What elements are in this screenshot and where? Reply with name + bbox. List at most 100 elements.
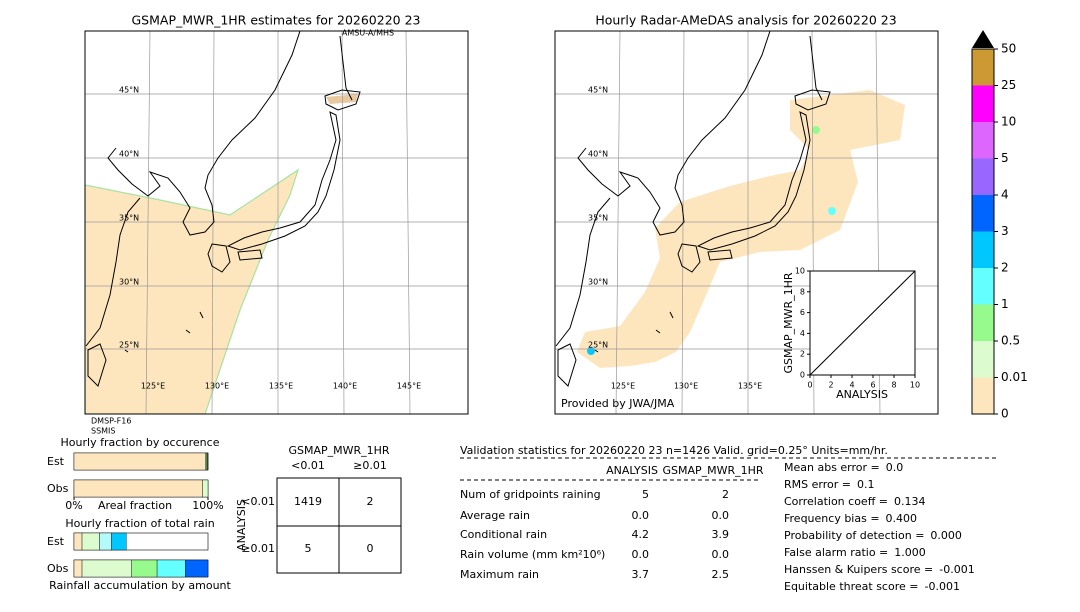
colorbar-extend: [972, 30, 994, 48]
chart-title: Hourly fraction by occurence: [61, 436, 220, 449]
row-label: Average rain: [460, 509, 530, 522]
score-label: RMS error =: [784, 478, 851, 491]
bar-segment: [185, 559, 209, 578]
rain-area: [85, 168, 300, 414]
rain-cell: [812, 126, 820, 134]
lon-label: 135°E: [738, 382, 762, 391]
table-cell: 0: [367, 542, 374, 555]
map-frame: [554, 30, 939, 415]
table-cell: 0.0: [632, 509, 650, 522]
x-tick-label: 10: [910, 381, 920, 390]
colorbar-segment: [972, 304, 994, 341]
bar-segment: [73, 559, 83, 578]
lon-label: 135°E: [269, 382, 293, 391]
bar-segment: [81, 532, 100, 551]
colorbar-segment: [972, 377, 994, 414]
colorbar-segment: [972, 268, 994, 305]
lat-label: 30°N: [119, 278, 139, 287]
lon-label: 145°E: [397, 382, 421, 391]
table-cell: 2: [722, 488, 729, 501]
map-title: GSMAP_MWR_1HR estimates for 20260220 23: [132, 13, 421, 28]
bar-segment: [202, 479, 209, 498]
bar-segment: [73, 452, 206, 471]
right-map: [555, 31, 938, 414]
column-label: ANALYSIS: [606, 464, 658, 477]
score-label: Frequency bias =: [784, 512, 880, 525]
score: RMS error = 0.1: [784, 478, 874, 491]
row-label: Maximum rain: [460, 568, 539, 581]
x-tick-label: 100%: [192, 499, 223, 512]
colorbar-label: 3: [1001, 224, 1009, 238]
score: Probability of detection = 0.000: [784, 529, 962, 542]
y-tick-label: 4: [800, 329, 805, 338]
y-tick-label: 6: [800, 308, 805, 317]
table-cell: 0.0: [712, 509, 730, 522]
bar-segment: [156, 559, 186, 578]
table-cell: 4.2: [632, 528, 650, 541]
table-title: GSMAP_MWR_1HR: [288, 444, 389, 457]
row-label: Obs: [47, 562, 69, 575]
table-cell: 5: [305, 542, 312, 555]
colorbar-label: 4: [1001, 188, 1009, 202]
map-frame: [84, 30, 469, 415]
rain-cell: [828, 207, 836, 215]
table-cell: 0.0: [632, 548, 650, 561]
table-cell: 3.9: [712, 528, 730, 541]
map-title: Hourly Radar-AMeDAS analysis for 2026022…: [595, 13, 896, 28]
bar-segment: [73, 479, 203, 498]
colorbar-segment: [972, 122, 994, 159]
bar-segment: [205, 452, 207, 471]
row-label: Est: [47, 455, 65, 468]
colorbar-segment: [972, 49, 994, 86]
row-label: Conditional rain: [460, 528, 547, 541]
score-value: 0.134: [894, 495, 926, 508]
score-value: 1.000: [894, 546, 926, 559]
lat-label: 40°N: [119, 150, 139, 159]
score: Equitable threat score = -0.001: [784, 580, 960, 593]
colorbar-label: 2: [1001, 261, 1009, 275]
lat-label: 35°N: [119, 214, 139, 223]
sensor-label: AMSU-A/MHS: [342, 29, 394, 38]
bar-segment: [111, 532, 127, 551]
lat-label: 45°N: [588, 86, 608, 95]
score-value: -0.001: [924, 580, 959, 593]
colorbar-label: 1: [1001, 297, 1009, 311]
lon-label: 125°E: [611, 382, 635, 391]
score: Mean abs error = 0.0: [784, 461, 903, 474]
table-cell: 5: [642, 488, 649, 501]
score-value: -0.001: [939, 563, 974, 576]
table-cell: 2.5: [712, 568, 730, 581]
colorbar-segment: [972, 231, 994, 268]
stats-header: Validation statistics for 20260220 23 n=…: [460, 444, 888, 457]
colorbar-label: 0.01: [1001, 370, 1028, 384]
lat-label: 25°N: [588, 341, 608, 350]
colorbar-segment: [972, 158, 994, 195]
table-cell: 0.0: [712, 548, 730, 561]
lat-label: 35°N: [588, 214, 608, 223]
lon-label: 140°E: [333, 382, 357, 391]
score-label: Correlation coeff =: [784, 495, 888, 508]
colorbar-label: 25: [1001, 78, 1016, 92]
y-tick-label: 2: [800, 350, 805, 359]
score-value: 0.000: [930, 529, 962, 542]
x-tick-label: 2: [828, 381, 833, 390]
lon-label: 130°E: [205, 382, 229, 391]
x-tick-label: 0%: [65, 499, 82, 512]
sensor-label: DMSP-F16: [91, 417, 131, 426]
x-tick-label: 8: [891, 381, 896, 390]
score-label: Probability of detection =: [784, 529, 924, 542]
diagonal: [809, 270, 916, 376]
score: False alarm ratio = 1.000: [784, 546, 926, 559]
bar-segment: [99, 532, 112, 551]
x-axis-label: ANALYSIS: [836, 388, 888, 401]
lat-label: 30°N: [588, 278, 608, 287]
lon-label: 125°E: [141, 382, 165, 391]
score-value: 0.400: [886, 512, 918, 525]
colorbar-segment: [972, 85, 994, 122]
row-label: Num of gridpoints raining: [460, 488, 601, 501]
colorbar-label: 50: [1001, 42, 1016, 56]
bar-segment: [131, 559, 158, 578]
colorbar-segment: [972, 341, 994, 378]
y-axis-label: GSMAP_MWR_1HR: [782, 272, 795, 373]
column-label: <0.01: [291, 459, 325, 472]
